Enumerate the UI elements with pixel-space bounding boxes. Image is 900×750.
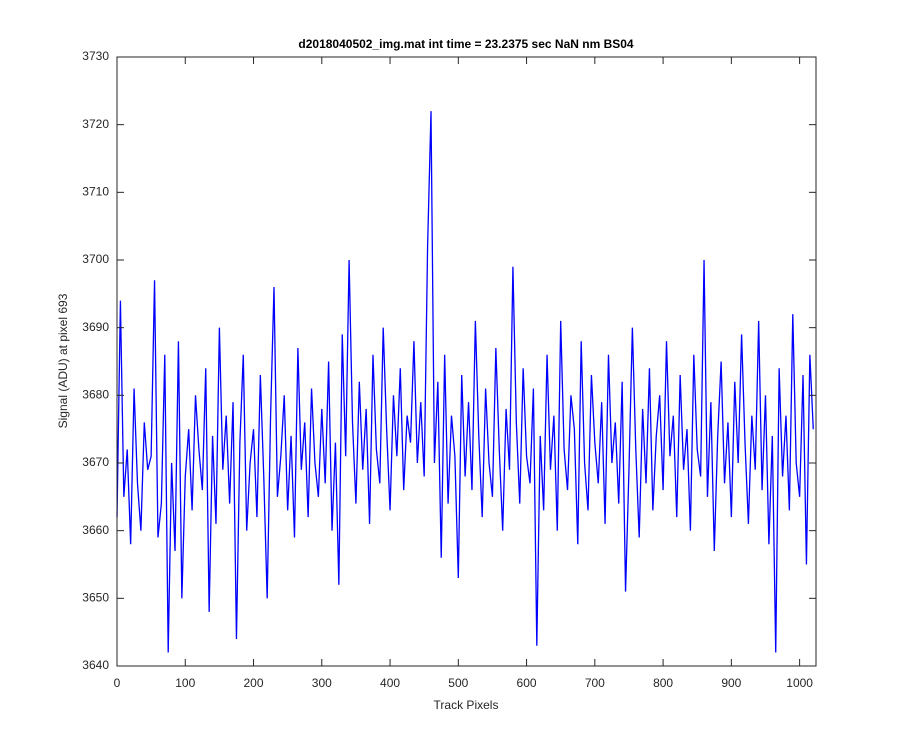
- plot-box: [116, 56, 817, 667]
- x-tick-label: 700: [585, 676, 605, 690]
- y-tick-label: 3640: [82, 658, 109, 672]
- y-tick-label: 3670: [82, 455, 109, 469]
- y-tick-label: 3660: [82, 523, 109, 537]
- x-tick-label: 1000: [786, 676, 813, 690]
- x-tick-label: 100: [175, 676, 195, 690]
- y-axis-label: Signal (ADU) at pixel 693: [56, 293, 70, 428]
- y-tick-label: 3730: [82, 49, 109, 63]
- x-tick-label: 600: [517, 676, 537, 690]
- x-tick-label: 300: [312, 676, 332, 690]
- signal-line: [116, 111, 814, 653]
- x-tick-label: 200: [244, 676, 264, 690]
- y-tick-label: 3680: [82, 388, 109, 402]
- x-tick-label: 400: [380, 676, 400, 690]
- chart-title: d2018040502_img.mat int time = 23.2375 s…: [298, 37, 634, 51]
- y-tick-label: 3690: [82, 320, 109, 334]
- x-tick-label: 800: [653, 676, 673, 690]
- y-tick-label: 3720: [82, 117, 109, 131]
- x-tick-label: 900: [721, 676, 741, 690]
- y-tick-label: 3710: [82, 185, 109, 199]
- y-tick-label: 3650: [82, 591, 109, 605]
- x-tick-label: 0: [114, 676, 121, 690]
- y-tick-label: 3700: [82, 252, 109, 266]
- x-tick-label: 500: [448, 676, 468, 690]
- x-axis-label: Track Pixels: [434, 698, 499, 712]
